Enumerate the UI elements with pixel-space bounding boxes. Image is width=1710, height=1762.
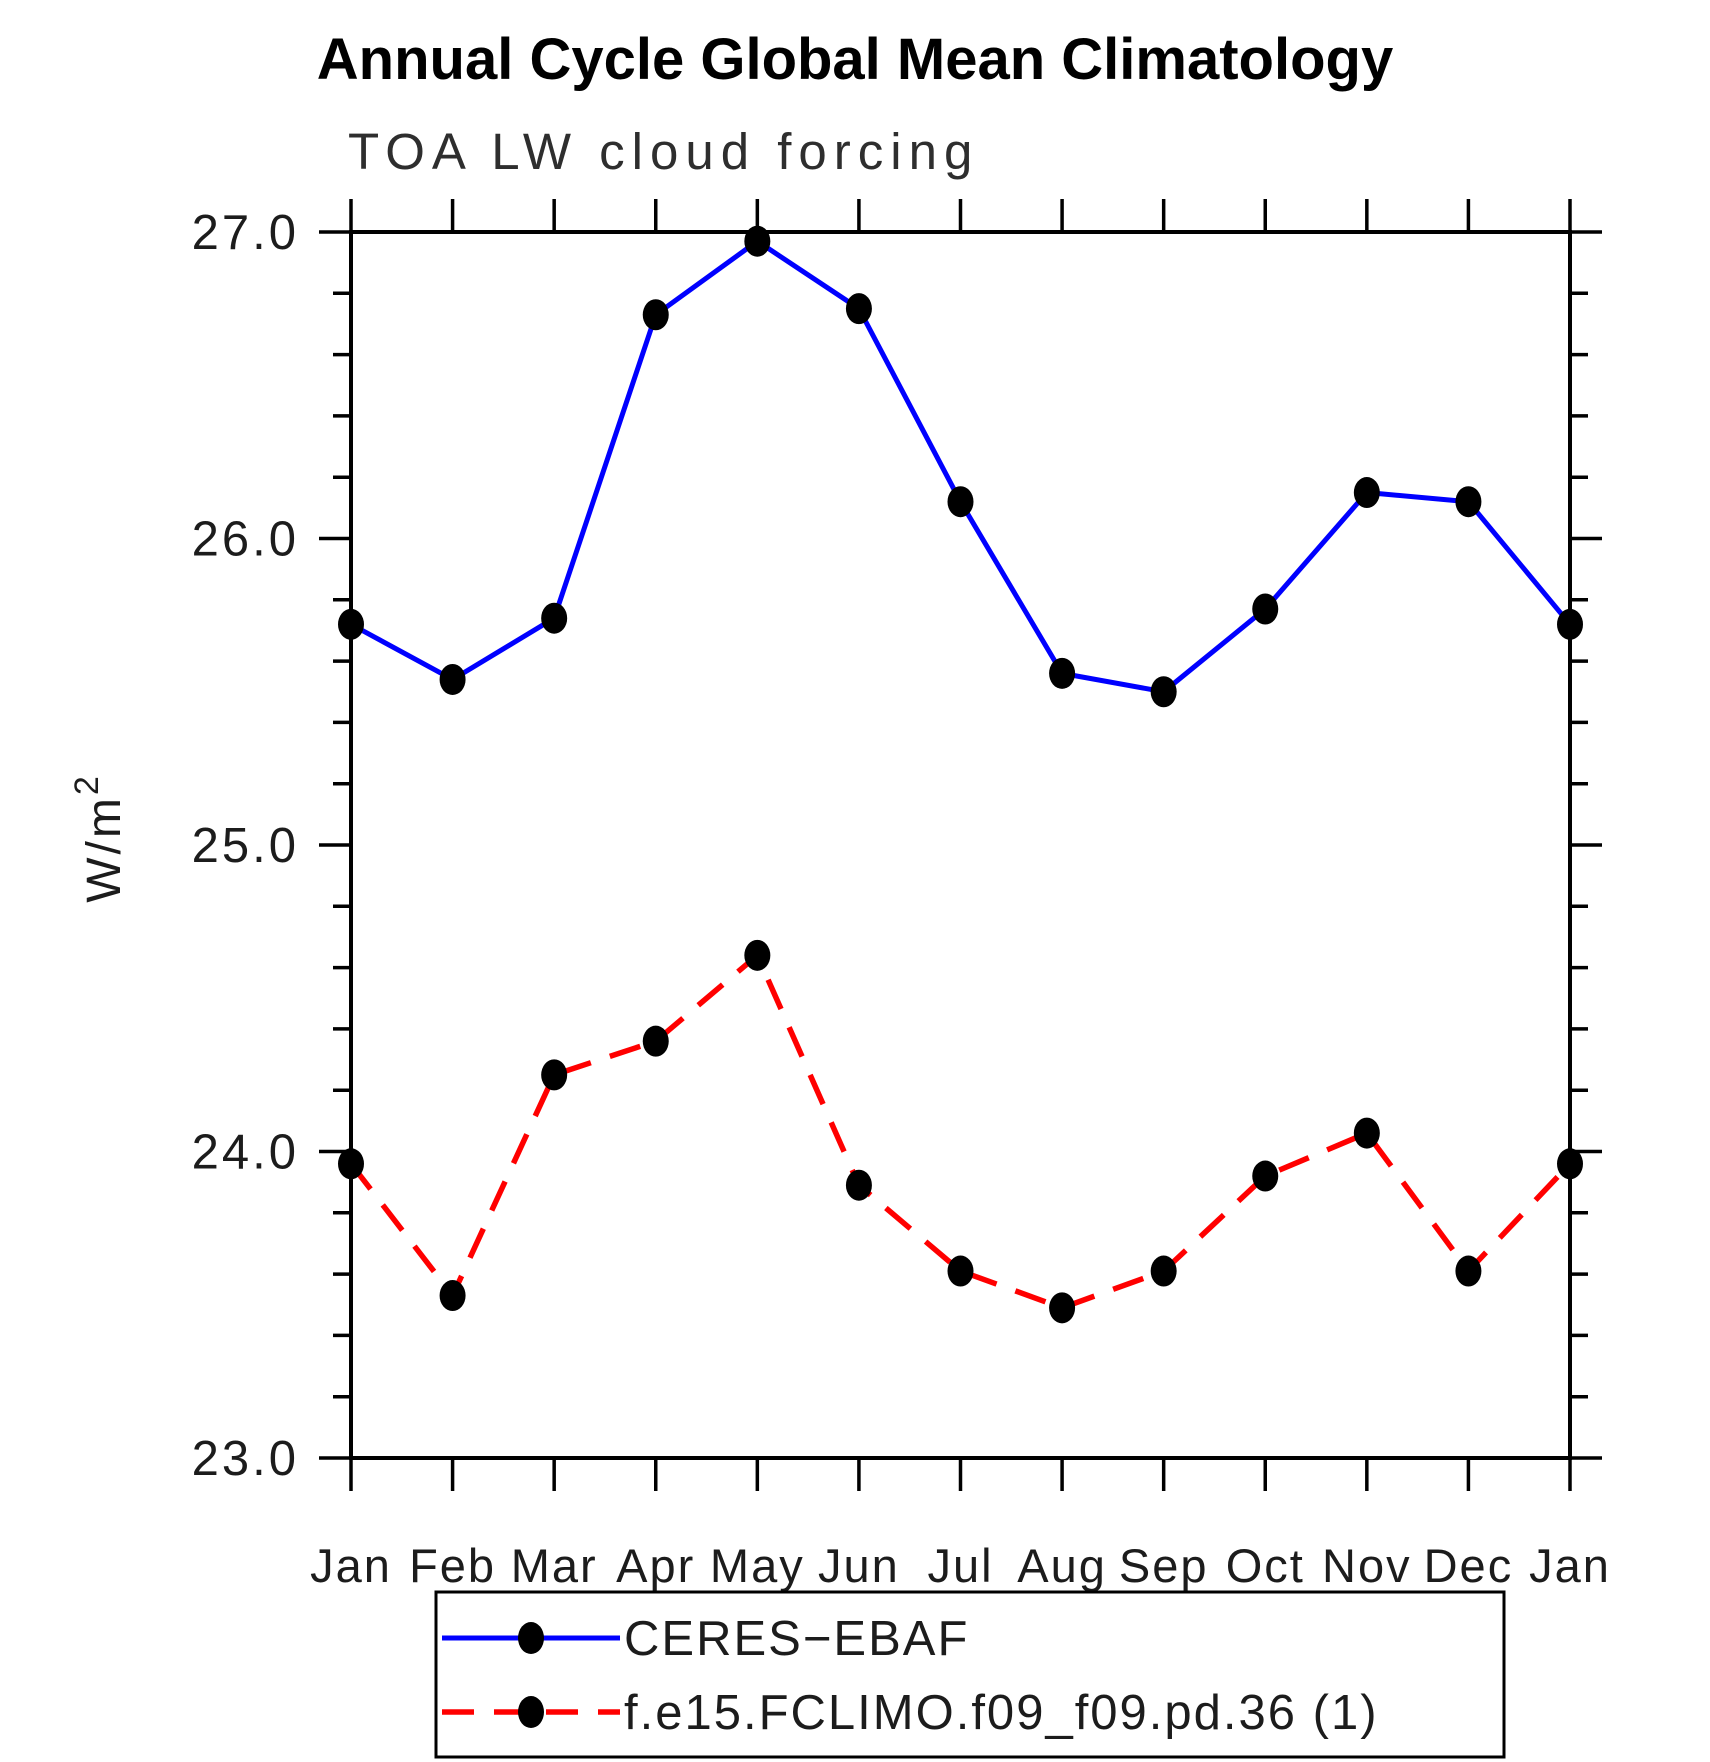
data-point-marker [845,1169,872,1201]
data-point-marker [1557,1148,1583,1180]
data-point-marker [1557,608,1583,640]
x-tick-label: Aug [1017,1539,1107,1592]
chart-title: Annual Cycle Global Mean Climatology [316,27,1394,92]
x-tick-labels: Jan Feb Mar Apr May Jun Jul Aug Sep Oct Nov Dec Jan [310,1539,1611,1592]
x-tick-label: Nov [1322,1539,1412,1592]
data-point-marker [845,293,872,325]
data-point-marker [1455,1255,1482,1287]
legend-marker [518,1696,544,1728]
data-point-marker [1049,1292,1076,1324]
data-point-marker [439,663,466,695]
data-point-marker [1353,1117,1380,1149]
data-point-marker [947,486,974,518]
data-point-marker [947,1255,974,1287]
data-point-marker [1252,593,1279,625]
data-point-marker [338,1148,364,1180]
y-tick-label: 27.0 [192,206,299,260]
x-tick-label: Feb [409,1539,496,1592]
x-tick-label: May [710,1539,805,1592]
data-point-marker [338,608,364,640]
data-point-marker [1150,676,1177,708]
data-point-marker [744,225,771,257]
x-tick-label: Mar [511,1539,598,1592]
data-point-marker [439,1280,466,1312]
x-tick-label: Jan [1529,1539,1611,1592]
data-point-marker [1150,1255,1177,1287]
y-tick-labels: 23.0 24.0 25.0 26.0 27.0 [192,206,299,1486]
x-tick-label: Sep [1119,1539,1209,1592]
legend: CERES−EBAF f.e15.FCLIMO.f09_f09.pd.36 (1) [434,1590,1506,1759]
data-point-marker [1353,477,1380,509]
legend-box [434,1590,1506,1759]
series-line-0 [349,238,1572,695]
y-tick-label: 26.0 [192,513,299,567]
y-axis-ticks [319,230,1602,1460]
data-point-marker [1455,486,1482,518]
x-tick-label: Jan [310,1539,392,1592]
y-tick-label: 25.0 [192,819,299,873]
data-point-marker [541,1059,568,1091]
y-tick-label: 24.0 [192,1126,299,1180]
data-point-marker [642,299,669,331]
series-line-1 [348,952,1572,1311]
series-markers-1 [338,939,1583,1324]
y-tick-label: 23.0 [192,1432,299,1486]
data-point-marker [1252,1160,1279,1192]
x-tick-label: Dec [1424,1539,1514,1592]
x-tick-label: Jun [818,1539,900,1592]
x-axis-ticks [349,199,1572,1491]
data-point-marker [744,939,771,971]
data-point-marker [1049,657,1076,689]
x-tick-label: Apr [616,1539,695,1592]
legend-label: f.e15.FCLIMO.f09_f09.pd.36 (1) [624,1686,1379,1740]
y-axis-title: W/m2 [68,773,131,903]
data-point-marker [642,1025,669,1057]
chart-subtitle: TOA LW cloud forcing [348,123,980,180]
legend-label: CERES−EBAF [624,1612,969,1666]
data-point-marker [541,602,568,634]
x-tick-label: Oct [1226,1539,1305,1592]
series-markers-0 [338,225,1583,708]
legend-marker [518,1622,544,1654]
x-tick-label: Jul [927,1539,993,1592]
